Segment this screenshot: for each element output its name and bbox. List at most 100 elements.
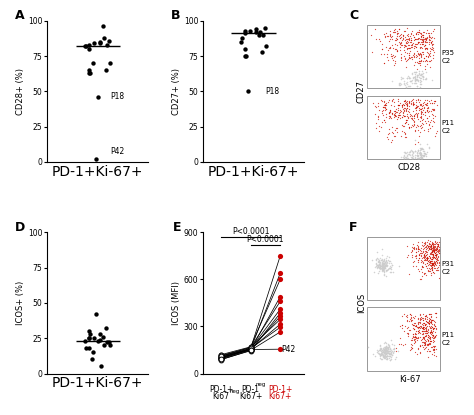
Point — [409, 154, 416, 161]
Point — [382, 348, 390, 354]
Point — [378, 259, 385, 265]
Point — [404, 33, 412, 39]
Point — [376, 263, 384, 269]
Point — [415, 70, 423, 76]
Point — [413, 53, 420, 59]
Point — [412, 244, 420, 251]
Point — [420, 98, 428, 105]
Point — [387, 52, 395, 59]
Point — [419, 76, 427, 83]
Point — [429, 326, 437, 333]
Point — [379, 351, 386, 357]
Point — [401, 100, 409, 106]
Point — [423, 327, 431, 334]
Point — [412, 248, 419, 255]
Point — [426, 315, 434, 322]
Point — [431, 264, 439, 271]
Point — [425, 315, 433, 322]
Point — [262, 24, 269, 31]
Point — [428, 244, 435, 251]
Point — [403, 316, 411, 323]
Point — [430, 249, 438, 256]
Point — [258, 49, 266, 55]
Point — [428, 244, 436, 251]
Point — [427, 245, 434, 252]
Point — [379, 110, 386, 117]
Point — [379, 258, 387, 264]
Point — [377, 356, 385, 363]
Point — [425, 320, 432, 326]
Point — [429, 251, 437, 258]
Point — [383, 261, 390, 268]
Point — [426, 334, 433, 341]
Point — [408, 116, 416, 122]
Point — [424, 337, 432, 343]
Point — [397, 34, 404, 41]
Point — [402, 118, 410, 125]
Point — [381, 101, 389, 107]
Point — [422, 271, 430, 278]
Point — [385, 129, 392, 136]
Point — [415, 97, 422, 104]
Point — [434, 247, 442, 254]
Point — [410, 101, 417, 107]
Point — [86, 70, 94, 76]
Point — [82, 43, 89, 49]
Point — [276, 329, 284, 335]
Point — [399, 342, 407, 349]
Point — [391, 345, 398, 352]
Point — [417, 343, 424, 350]
Point — [386, 33, 393, 40]
Point — [242, 46, 249, 52]
Point — [406, 51, 413, 58]
Point — [425, 244, 433, 251]
Point — [405, 125, 412, 132]
Point — [403, 103, 411, 110]
Point — [386, 44, 394, 50]
Point — [423, 256, 431, 263]
Point — [393, 108, 401, 115]
Point — [91, 40, 98, 46]
Point — [434, 243, 442, 249]
Point — [407, 38, 415, 45]
Point — [380, 103, 388, 110]
Point — [428, 243, 435, 250]
Text: CD27: CD27 — [357, 80, 366, 103]
Point — [410, 244, 417, 251]
Point — [389, 42, 396, 48]
Point — [407, 315, 415, 322]
Point — [410, 100, 417, 107]
Point — [276, 324, 284, 331]
Point — [403, 74, 411, 81]
Point — [431, 342, 438, 349]
Point — [397, 115, 404, 122]
Point — [409, 40, 417, 46]
Point — [414, 151, 421, 158]
Point — [430, 106, 438, 112]
Point — [427, 242, 434, 249]
Point — [383, 345, 391, 352]
Point — [411, 151, 419, 158]
Point — [427, 38, 434, 45]
Point — [412, 104, 419, 111]
Point — [428, 246, 435, 252]
Point — [421, 109, 428, 116]
Point — [380, 261, 387, 268]
Point — [419, 154, 426, 161]
Point — [381, 264, 389, 271]
Point — [404, 35, 411, 42]
Point — [414, 74, 421, 81]
Point — [416, 350, 424, 356]
Point — [408, 76, 416, 83]
Point — [416, 51, 424, 58]
Point — [428, 256, 436, 263]
Point — [106, 339, 113, 346]
Point — [405, 271, 413, 277]
Point — [418, 154, 426, 161]
Point — [427, 259, 434, 265]
Point — [405, 151, 412, 157]
Point — [414, 243, 422, 250]
Point — [408, 78, 415, 84]
Point — [393, 31, 401, 38]
Point — [432, 325, 439, 332]
